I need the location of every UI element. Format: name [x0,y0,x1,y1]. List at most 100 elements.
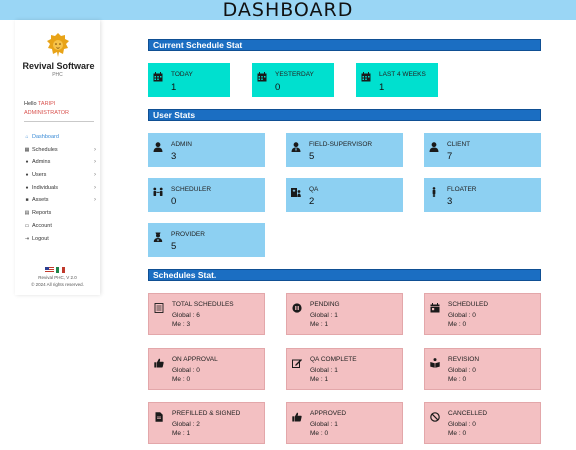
sidebar-item-label: Logout [32,235,49,242]
schedule-card-prefilled-signed: PREFILLED & SIGNED Global : 2 Me : 1 [148,402,265,444]
user-card-admin: ADMIN 3 [148,133,265,167]
sidebar-item-dashboard[interactable]: ⌂ Dashboard [24,131,96,144]
global-label: Global : [172,367,195,374]
sidebar-item-label: Admins [32,159,51,166]
calendar-icon: ▦ [24,146,30,153]
me-value: 0 [462,376,467,383]
sidebar-item-account[interactable]: ▭ Account [24,220,96,233]
global-label: Global : [172,421,195,428]
stat-value: 0 [275,82,281,93]
chevron-right-icon: › [94,184,96,191]
global-value: 1 [334,421,338,428]
us-flag-icon[interactable] [45,266,54,273]
user-card-floater: FLOATER 3 [424,178,541,212]
me-count: Me : 0 [448,321,466,328]
me-count: Me : 1 [172,430,190,437]
logout-icon: ⇥ [24,235,30,242]
me-count: Me : 0 [448,430,466,437]
me-label: Me : [448,376,461,383]
global-label: Global : [310,421,333,428]
me-label: Me : [172,321,185,328]
stat-value: 3 [447,196,453,207]
user-name-link[interactable]: TARIPI [37,101,56,107]
user-icon: ● [25,159,29,166]
section-title: User Stats [153,110,196,120]
me-label: Me : [172,376,185,383]
stat-value: 1 [171,82,177,93]
sidebar-item-label: Individuals [32,184,58,191]
sidebar-item-schedules[interactable]: ▦ Schedules › [24,144,96,157]
stat-value: 2 [309,196,315,207]
pause-icon [292,303,302,313]
me-count: Me : 0 [172,376,190,383]
page-title: DASHBOARD [222,0,354,21]
stat-value: 0 [171,196,177,207]
calendar-day-icon [430,303,440,313]
header-bar: DASHBOARD [0,0,576,20]
thumbs-up-icon [154,358,164,368]
brand-subtitle: PHC [52,72,63,78]
lion-logo-icon [47,33,69,57]
me-count: Me : 0 [310,430,328,437]
me-value: 1 [324,321,329,328]
sidebar-item-label: Account [32,222,52,229]
sidebar-item-label: Dashboard [32,134,59,140]
global-label: Global : [310,367,333,374]
sidebar: Revival Software PHC Hello TARIPI ADMINI… [15,20,100,295]
me-count: Me : 0 [448,376,466,383]
global-value: 2 [196,421,200,428]
chevron-right-icon: › [94,159,96,166]
mexico-flag-icon[interactable] [56,266,65,273]
global-count: Global : 6 [172,312,200,319]
sidebar-item-label: Reports [32,210,52,217]
section-header-current-schedule: Current Schedule Stat [148,39,541,51]
stat-label: APPROVED [310,410,347,417]
stat-label: SCHEDULER [171,186,212,193]
me-label: Me : [310,376,323,383]
sidebar-item-users[interactable]: ● Users › [24,169,96,182]
stat-label: SCHEDULED [448,301,489,308]
me-value: 0 [186,376,191,383]
id-card-icon: ▭ [24,222,30,229]
global-count: Global : 0 [172,367,200,374]
sidebar-item-logout[interactable]: ⇥ Logout [24,233,96,246]
me-label: Me : [448,321,461,328]
schedule-card-approved: APPROVED Global : 1 Me : 0 [286,402,403,444]
stat-value: 1 [379,82,385,93]
stat-label: CANCELLED [448,410,488,417]
global-label: Global : [172,312,195,319]
users-icon: ● [25,184,29,191]
sidebar-item-individuals[interactable]: ● Individuals › [24,182,96,195]
chevron-right-icon: › [94,197,96,204]
global-count: Global : 0 [448,421,476,428]
copyright-text: © 2024 All rights reserved. [31,282,84,287]
sidebar-item-admins[interactable]: ● Admins › [24,156,96,169]
stat-label: YESTERDAY [275,71,314,78]
user-role: ADMINISTRATOR [24,110,70,116]
sidebar-item-assets[interactable]: ■ Assets › [24,194,96,207]
sidebar-item-label: Assets [32,197,49,204]
schedule-card-total: TOTAL SCHEDULES Global : 6 Me : 3 [148,293,265,335]
greeting: Hello TARIPI [24,101,55,107]
stat-value: 5 [171,241,177,252]
global-value: 1 [334,312,338,319]
me-label: Me : [172,430,185,437]
greeting-prefix: Hello [24,101,37,107]
list-icon [154,303,164,313]
user-card-qa: QA 2 [286,178,403,212]
briefcase-icon: ■ [25,197,29,204]
me-value: 0 [462,430,467,437]
global-count: Global : 1 [310,421,338,428]
stat-label: TOTAL SCHEDULES [172,301,234,308]
global-label: Global : [448,312,471,319]
me-count: Me : 1 [310,321,328,328]
calendar-icon [257,72,267,82]
schedule-card-qa-complete: QA COMPLETE Global : 1 Me : 1 [286,348,403,390]
book-reader-icon [430,358,440,368]
sidebar-item-reports[interactable]: ▤ Reports [24,207,96,220]
stat-label: ON APPROVAL [172,356,218,363]
sidebar-item-label: Users [32,172,47,179]
chevron-right-icon: › [94,172,96,179]
calendar-icon [361,72,371,82]
schedule-card-revision: REVISION Global : 0 Me : 0 [424,348,541,390]
